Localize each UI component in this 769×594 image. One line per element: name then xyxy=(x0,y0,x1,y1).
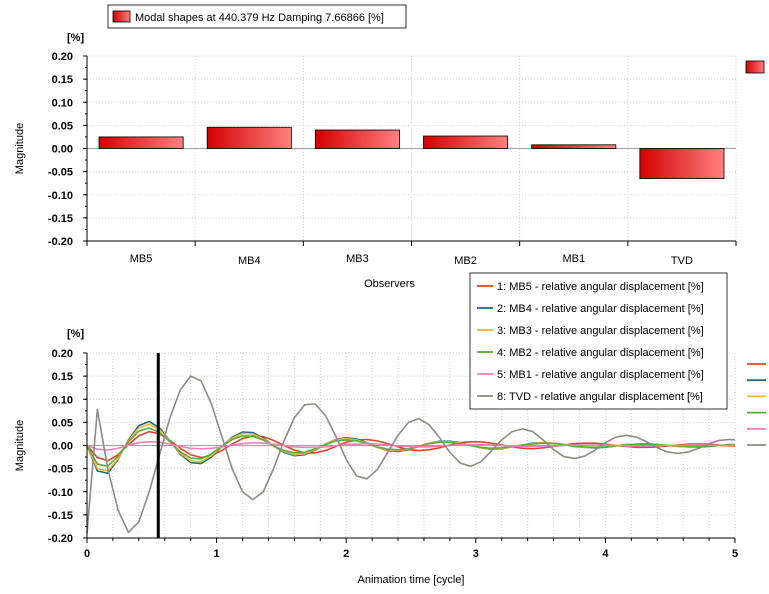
bar-tvd xyxy=(639,148,725,179)
line-y-tick-label: 0.05 xyxy=(52,417,73,429)
bar-x-tick-label: MB1 xyxy=(562,253,585,265)
bar-mb4 xyxy=(206,126,292,149)
line-y-tick-label: -0.05 xyxy=(48,464,73,476)
bar-y-tick-label: -0.20 xyxy=(48,236,73,248)
bar-x-tick-label: TVD xyxy=(671,255,693,267)
series-line-4 xyxy=(86,427,735,468)
series-line-6 xyxy=(86,375,736,534)
line-y-tick-label: 0.20 xyxy=(52,348,73,360)
line-y-tick-label: -0.10 xyxy=(48,487,73,499)
bar-y-tick-label: -0.05 xyxy=(48,167,73,179)
bar-chart xyxy=(98,126,725,179)
line-chart xyxy=(86,353,736,538)
line-x-tick-label: 2 xyxy=(343,548,349,560)
line-y-tick-label: -0.20 xyxy=(48,533,73,545)
bar-y-tick-label: -0.15 xyxy=(48,213,73,225)
bar-mb5 xyxy=(98,136,184,149)
bar-y-tick-label: 0.00 xyxy=(52,144,73,156)
legend-label-2: 2: MB4 - relative angular displacement [… xyxy=(497,303,704,315)
bar-y-label: Magnitude xyxy=(14,123,26,174)
bar-legend-swatch xyxy=(112,10,131,23)
line-y-tick-label: -0.15 xyxy=(48,510,73,522)
series-line-5 xyxy=(86,441,735,451)
bar-x-tick-label: MB4 xyxy=(238,255,261,267)
bar-legend-swatch-right xyxy=(745,60,765,74)
legend-label-1: 1: MB5 - relative angular displacement [… xyxy=(497,281,704,293)
line-x-label: Animation time [cycle] xyxy=(358,574,465,586)
line-x-tick-label: 5 xyxy=(732,548,738,560)
bar-mb2 xyxy=(423,135,509,149)
line-y-tick-label: 0.15 xyxy=(52,371,73,383)
bar-mb3 xyxy=(314,129,400,149)
line-x-tick-label: 3 xyxy=(473,548,479,560)
bar-y-tick-label: 0.10 xyxy=(52,97,73,109)
line-legend xyxy=(469,272,728,410)
line-y-unit: [%] xyxy=(67,328,84,340)
bar-legend-label: Modal shapes at 440.379 Hz Damping 7.668… xyxy=(135,12,384,24)
bar-x-label: Observers xyxy=(364,278,415,290)
legend-label-3: 3: MB3 - relative angular displacement [… xyxy=(497,325,704,337)
series-line-1 xyxy=(86,430,735,462)
bar-legend xyxy=(107,4,407,29)
bar-y-tick-label: 0.15 xyxy=(52,74,73,86)
line-y-label: Magnitude xyxy=(14,420,26,471)
legend-label-6: 8: TVD - relative angular displacement [… xyxy=(497,391,703,403)
bar-x-tick-label: MB5 xyxy=(130,253,153,265)
line-x-tick-label: 4 xyxy=(602,548,609,560)
bar-y-tick-label: 0.05 xyxy=(52,120,73,132)
bar-x-tick-label: MB2 xyxy=(454,255,477,267)
line-y-tick-label: 0.00 xyxy=(52,441,73,453)
bar-y-tick-label: -0.10 xyxy=(48,190,73,202)
bar-x-tick-label: MB3 xyxy=(346,253,369,265)
bar-y-tick-label: 0.20 xyxy=(52,51,73,63)
line-x-tick-label: 0 xyxy=(84,548,90,560)
bar-y-unit: [%] xyxy=(67,32,84,44)
line-x-tick-label: 1 xyxy=(214,548,220,560)
legend-label-4: 4: MB2 - relative angular displacement [… xyxy=(497,347,704,359)
legend-label-5: 5: MB1 - relative angular displacement [… xyxy=(497,369,704,381)
line-y-tick-label: 0.10 xyxy=(52,394,73,406)
bar-mb1 xyxy=(531,144,617,149)
